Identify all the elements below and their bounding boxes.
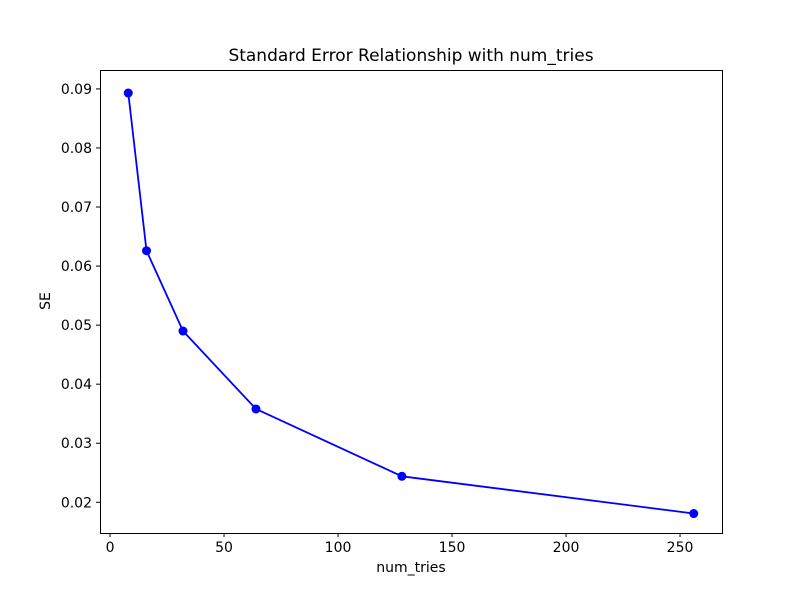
x-tick-label: 100 [325, 540, 352, 556]
y-tick-label: 0.07 [61, 200, 92, 216]
y-tick-label: 0.03 [61, 436, 92, 452]
data-point [689, 509, 699, 519]
y-tick-label: 0.09 [61, 82, 92, 98]
x-tick-label: 150 [439, 540, 466, 556]
x-tick-label: 200 [553, 540, 580, 556]
y-tick-label: 0.04 [61, 377, 92, 393]
y-tick-label: 0.06 [61, 259, 92, 275]
data-point [142, 246, 152, 256]
x-tick-label: 250 [667, 540, 694, 556]
data-point [123, 88, 133, 98]
y-axis-label: SE [38, 292, 54, 310]
data-point [397, 471, 407, 481]
data-line [127, 92, 695, 515]
x-tick-label: 50 [215, 540, 233, 556]
y-tick-label: 0.02 [61, 495, 92, 511]
axes-spines [100, 70, 723, 534]
x-axis-label: num_tries [376, 560, 446, 576]
data-point [178, 326, 188, 336]
y-tick-label: 0.05 [61, 318, 92, 334]
x-tick-label: 0 [106, 540, 115, 556]
chart-title: Standard Error Relationship with num_tri… [228, 46, 594, 66]
y-tick-label: 0.08 [61, 141, 92, 157]
data-point [251, 404, 261, 414]
